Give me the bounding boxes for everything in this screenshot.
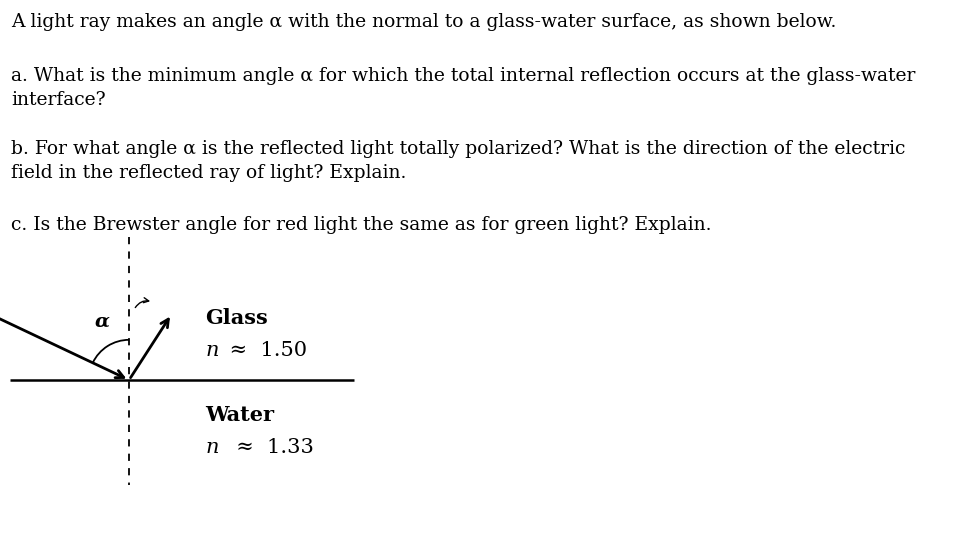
Text: b. For what angle α is the reflected light totally polarized? What is the direct: b. For what angle α is the reflected lig… [11,140,906,182]
Text: Water: Water [206,405,274,425]
Text: ≈  1.50: ≈ 1.50 [223,341,307,360]
Text: α: α [95,313,110,331]
Text: ≈  1.33: ≈ 1.33 [223,438,314,457]
Text: A light ray makes an angle α with the normal to a glass-water surface, as shown : A light ray makes an angle α with the no… [11,13,836,31]
Text: n: n [206,438,219,457]
Text: a. What is the minimum angle α for which the total internal reflection occurs at: a. What is the minimum angle α for which… [11,67,916,109]
Text: Glass: Glass [206,308,269,328]
Text: n: n [206,341,219,360]
Text: c. Is the Brewster angle for red light the same as for green light? Explain.: c. Is the Brewster angle for red light t… [11,216,712,233]
